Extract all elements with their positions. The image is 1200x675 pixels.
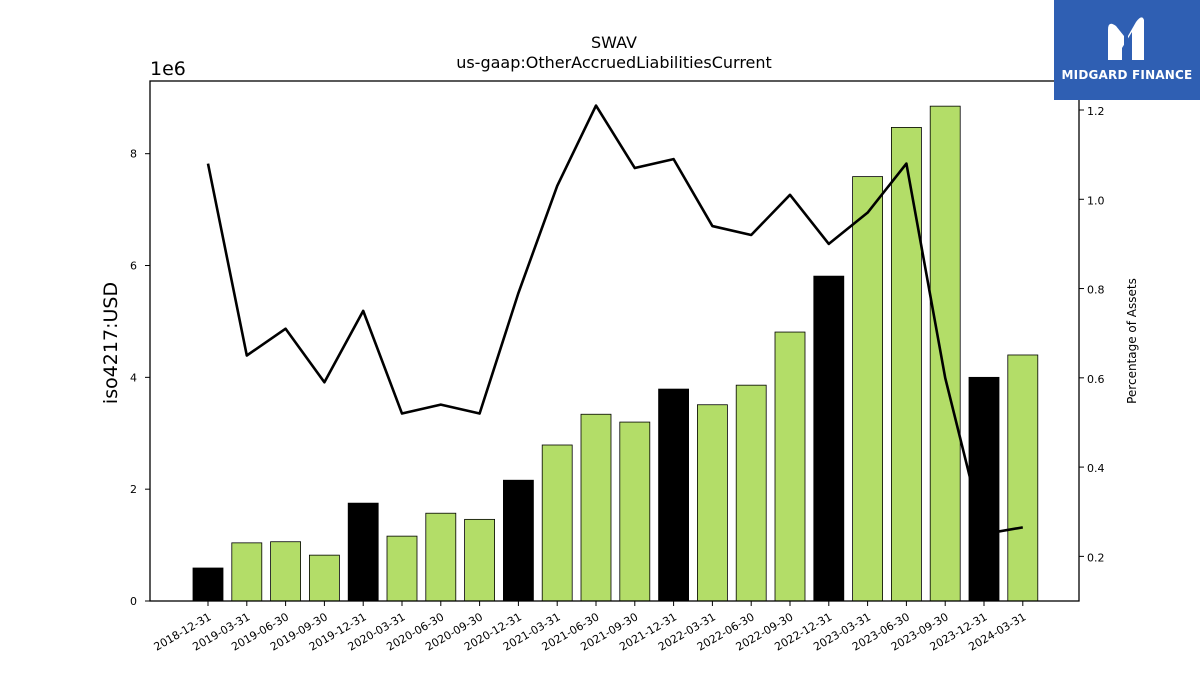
chart-subtitle: us-gaap:OtherAccruedLiabilitiesCurrent xyxy=(456,53,772,72)
bar-2020-12-31 xyxy=(502,479,534,602)
percentage-line xyxy=(206,104,1024,536)
bar-2023-09-30 xyxy=(929,105,961,602)
bar-2019-09-30 xyxy=(308,554,340,602)
y-tick-label: 2 xyxy=(130,483,137,496)
y2-tick-label: 0.6 xyxy=(1087,373,1105,386)
y-axis-label: iso4217:USD xyxy=(100,282,122,404)
bar-2019-12-31 xyxy=(347,502,379,602)
bar-2021-06-30 xyxy=(580,413,612,602)
bar-2020-09-30 xyxy=(464,518,496,602)
percentage-of-assets-line xyxy=(206,104,1024,536)
y-tick-label: 8 xyxy=(130,148,137,161)
bar-2022-09-30 xyxy=(774,331,806,602)
plot-frame xyxy=(149,80,1080,602)
midgard-logo-icon xyxy=(1108,17,1144,60)
bar-2019-03-31 xyxy=(231,542,263,602)
y-offset-label: 1e6 xyxy=(150,58,186,80)
y2-ticks: 0.2 0.4 0.6 0.8 1.0 1.2 xyxy=(1079,105,1105,564)
bar-2018-12-31 xyxy=(192,567,224,602)
brand-name: MIDGARD FINANCE xyxy=(1061,68,1193,82)
y-ticks: 0 2 4 6 8 xyxy=(130,148,150,608)
bar-2021-12-31 xyxy=(658,388,689,602)
bar-2023-03-31 xyxy=(852,176,883,602)
y-tick-label: 4 xyxy=(130,371,137,384)
bar-2019-06-30 xyxy=(270,541,302,602)
bar-2024-03-31 xyxy=(1007,354,1039,602)
brand-logo: MIDGARD FINANCE xyxy=(1054,0,1200,100)
y2-tick-label: 1.2 xyxy=(1087,105,1105,118)
y-tick-label: 0 xyxy=(130,595,137,608)
bar-2022-12-31 xyxy=(813,275,845,602)
x-ticks: 2018-12-312019-03-312019-06-302019-09-30… xyxy=(152,601,1028,654)
bar-2021-09-30 xyxy=(619,421,651,602)
bar-2020-06-30 xyxy=(425,512,457,602)
y2-tick-label: 0.8 xyxy=(1087,284,1105,297)
bar-2020-03-31 xyxy=(386,535,418,602)
y2-tick-label: 0.4 xyxy=(1087,462,1105,475)
bar-2023-06-30 xyxy=(891,127,922,602)
y2-axis-label: Percentage of Assets xyxy=(1125,278,1139,404)
y-tick-label: 6 xyxy=(130,260,137,273)
y2-tick-label: 1.0 xyxy=(1087,194,1105,207)
bar-2022-03-31 xyxy=(697,404,728,602)
bar-2022-06-30 xyxy=(735,384,767,602)
bar-2021-03-31 xyxy=(541,444,573,602)
chart-title: SWAV xyxy=(591,33,637,52)
bars xyxy=(192,105,1039,602)
y2-tick-label: 0.2 xyxy=(1087,551,1105,564)
